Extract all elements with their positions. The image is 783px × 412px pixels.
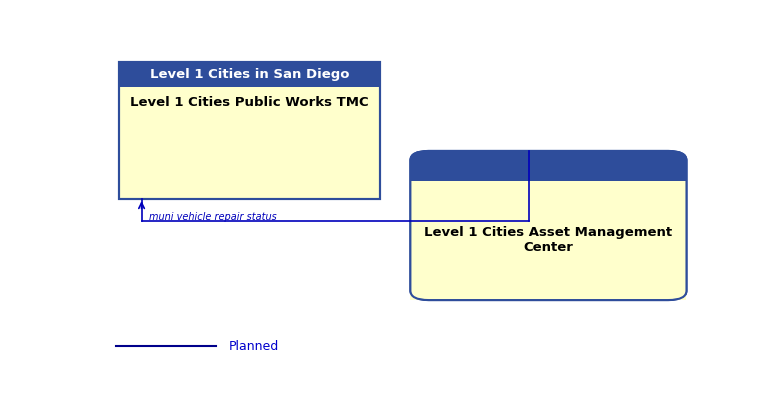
Bar (119, 62, 380, 87)
FancyBboxPatch shape (410, 151, 687, 300)
FancyBboxPatch shape (410, 151, 687, 300)
Text: muni vehicle repair status: muni vehicle repair status (150, 212, 277, 222)
Bar (119, 62, 380, 199)
Bar (410, 181, 687, 300)
Text: Level 1 Cities in San Diego: Level 1 Cities in San Diego (150, 68, 349, 81)
Text: Level 1 Cities Asset Management
Center: Level 1 Cities Asset Management Center (424, 226, 673, 254)
Bar (119, 62, 380, 199)
Text: Level 1 Cities Public Works TMC: Level 1 Cities Public Works TMC (130, 96, 369, 109)
Text: Planned: Planned (229, 339, 279, 353)
